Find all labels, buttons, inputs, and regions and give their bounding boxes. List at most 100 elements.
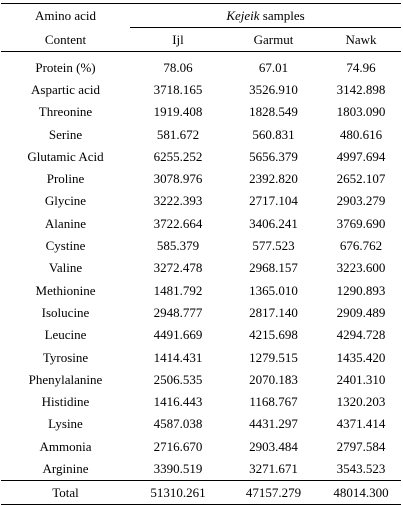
row-value: 2506.535 (153, 371, 203, 387)
header-content: Content (1, 27, 130, 52)
row-value: 1828.549 (249, 104, 298, 120)
row-value: 51310.261 (130, 479, 226, 505)
row-value: 2948.777 (153, 304, 203, 320)
row-value: 585.379 (156, 238, 200, 254)
table-row: Valine 3272.478 2968.157 3223.600 (1, 257, 401, 279)
table-row: Aspartic acid 3718.165 3526.910 3142.898 (1, 78, 401, 100)
table-row: Phenylalanine 2506.535 2070.183 2401.310 (1, 368, 401, 390)
row-value: 3718.165 (153, 81, 203, 97)
header-samples-italic: Kejeik (226, 8, 260, 23)
row-value: 3223.600 (336, 260, 386, 276)
row-value: 4371.414 (336, 416, 386, 432)
row-value: 1365.010 (249, 282, 298, 298)
row-label: Lysine (48, 416, 83, 432)
row-label: Aspartic acid (31, 81, 100, 97)
row-value: 47157.279 (226, 479, 321, 505)
header-row-2: Content Ijl Garmut Nawk (1, 27, 401, 52)
row-label: Alanine (44, 215, 87, 231)
row-value: 3526.910 (249, 81, 298, 97)
table-row: Isolucine 2948.777 2817.140 2909.489 (1, 301, 401, 323)
row-value: 676.762 (339, 238, 383, 254)
header-col-nawk: Nawk (321, 27, 401, 52)
row-value: 3390.519 (153, 460, 203, 476)
row-value: 4997.694 (336, 148, 386, 164)
row-value: 6255.252 (153, 148, 203, 164)
header-amino-acid: Amino acid (34, 8, 96, 24)
row-value: 4491.669 (153, 327, 203, 343)
row-value: 577.523 (252, 238, 295, 254)
row-value: 3078.976 (153, 171, 203, 187)
row-value: 581.672 (156, 126, 200, 142)
row-value: 1803.090 (336, 104, 386, 120)
row-label: Glycine (44, 193, 87, 209)
row-value: 1416.443 (153, 394, 203, 410)
row-value: 3271.671 (249, 460, 298, 476)
row-label: Tyrosine (42, 349, 89, 365)
row-value: 5656.379 (249, 148, 298, 164)
table-figure: Amino acid Kejeik samples Content Ijl Ga… (1, 3, 401, 505)
table-row: Ammonia 2716.670 2903.484 2797.584 (1, 435, 401, 457)
table-body: Protein (%) 78.06 67.01 74.96 Aspartic acid 3… (1, 52, 401, 505)
row-value: 3406.241 (249, 215, 298, 231)
row-value: 1414.431 (153, 349, 203, 365)
row-value: 2903.279 (336, 193, 386, 209)
row-label: Leucine (44, 327, 87, 343)
row-value: 2909.489 (336, 304, 386, 320)
header-samples: Kejeik samples (130, 3, 401, 28)
row-label: Methionine (35, 282, 96, 298)
row-label: Total (1, 479, 130, 505)
row-value: 1320.203 (336, 394, 386, 410)
table-row: Serine 581.672 560.831 480.616 (1, 123, 401, 145)
row-value: 2903.484 (249, 438, 298, 454)
row-value: 2070.183 (249, 371, 298, 387)
table-row: Glutamic Acid 6255.252 5656.379 4997.694 (1, 145, 401, 167)
row-value: 2717.104 (249, 193, 298, 209)
row-value: 2716.670 (153, 438, 203, 454)
row-value: 1435.420 (336, 349, 386, 365)
table-row: Protein (%) 78.06 67.01 74.96 (1, 52, 401, 79)
table-row: Tyrosine 1414.431 1279.515 1435.420 (1, 346, 401, 368)
table-row: Leucine 4491.669 4215.698 4294.728 (1, 324, 401, 346)
row-label: Histidine (41, 394, 90, 410)
row-label: Phenylalanine (28, 371, 103, 387)
row-label: Glutamic Acid (27, 148, 104, 164)
row-value: 4294.728 (336, 327, 386, 343)
row-label: Threonine (38, 104, 93, 120)
row-label: Proline (46, 171, 85, 187)
table-row: Threonine 1919.408 1828.549 1803.090 (1, 101, 401, 123)
amino-acid-table: Amino acid Kejeik samples Content Ijl Ga… (1, 3, 401, 505)
header-col-ijl: Ijl (130, 27, 226, 52)
row-value: 67.01 (258, 59, 289, 75)
row-label: Isolucine (41, 304, 90, 320)
row-label: Protein (%) (35, 59, 96, 75)
row-value: 1279.515 (249, 349, 298, 365)
header-col-garmut: Garmut (226, 27, 321, 52)
row-value: 3722.664 (153, 215, 203, 231)
table-row: Arginine 3390.519 3271.671 3543.523 (1, 457, 401, 480)
row-value: 1919.408 (153, 104, 203, 120)
row-value: 560.831 (252, 126, 295, 142)
row-value: 3543.523 (336, 460, 386, 476)
row-value: 78.06 (163, 59, 193, 75)
row-value: 1290.893 (336, 282, 386, 298)
row-label: Ammonia (39, 438, 92, 454)
table-row: Cystine 585.379 577.523 676.762 (1, 234, 401, 256)
row-value: 2817.140 (249, 304, 298, 320)
row-value: 74.96 (346, 59, 376, 75)
row-value: 3769.690 (336, 215, 386, 231)
row-value: 3222.393 (153, 193, 203, 209)
total-row: Total 51310.261 47157.279 48014.300 (1, 479, 401, 505)
row-value: 1481.792 (153, 282, 203, 298)
table-row: Alanine 3722.664 3406.241 3769.690 (1, 212, 401, 234)
header-row-1: Amino acid Kejeik samples (1, 3, 401, 28)
row-value: 3272.478 (153, 260, 203, 276)
table-row: Proline 3078.976 2392.820 2652.107 (1, 167, 401, 189)
row-value: 2797.584 (336, 438, 386, 454)
row-label: Arginine (42, 460, 89, 476)
row-value: 2392.820 (249, 171, 298, 187)
row-value: 2401.310 (336, 371, 386, 387)
row-label: Serine (48, 126, 83, 142)
header-samples-rest: samples (259, 8, 305, 23)
table-row: Lysine 4587.038 4431.297 4371.414 (1, 413, 401, 435)
row-value: 2968.157 (249, 260, 298, 276)
